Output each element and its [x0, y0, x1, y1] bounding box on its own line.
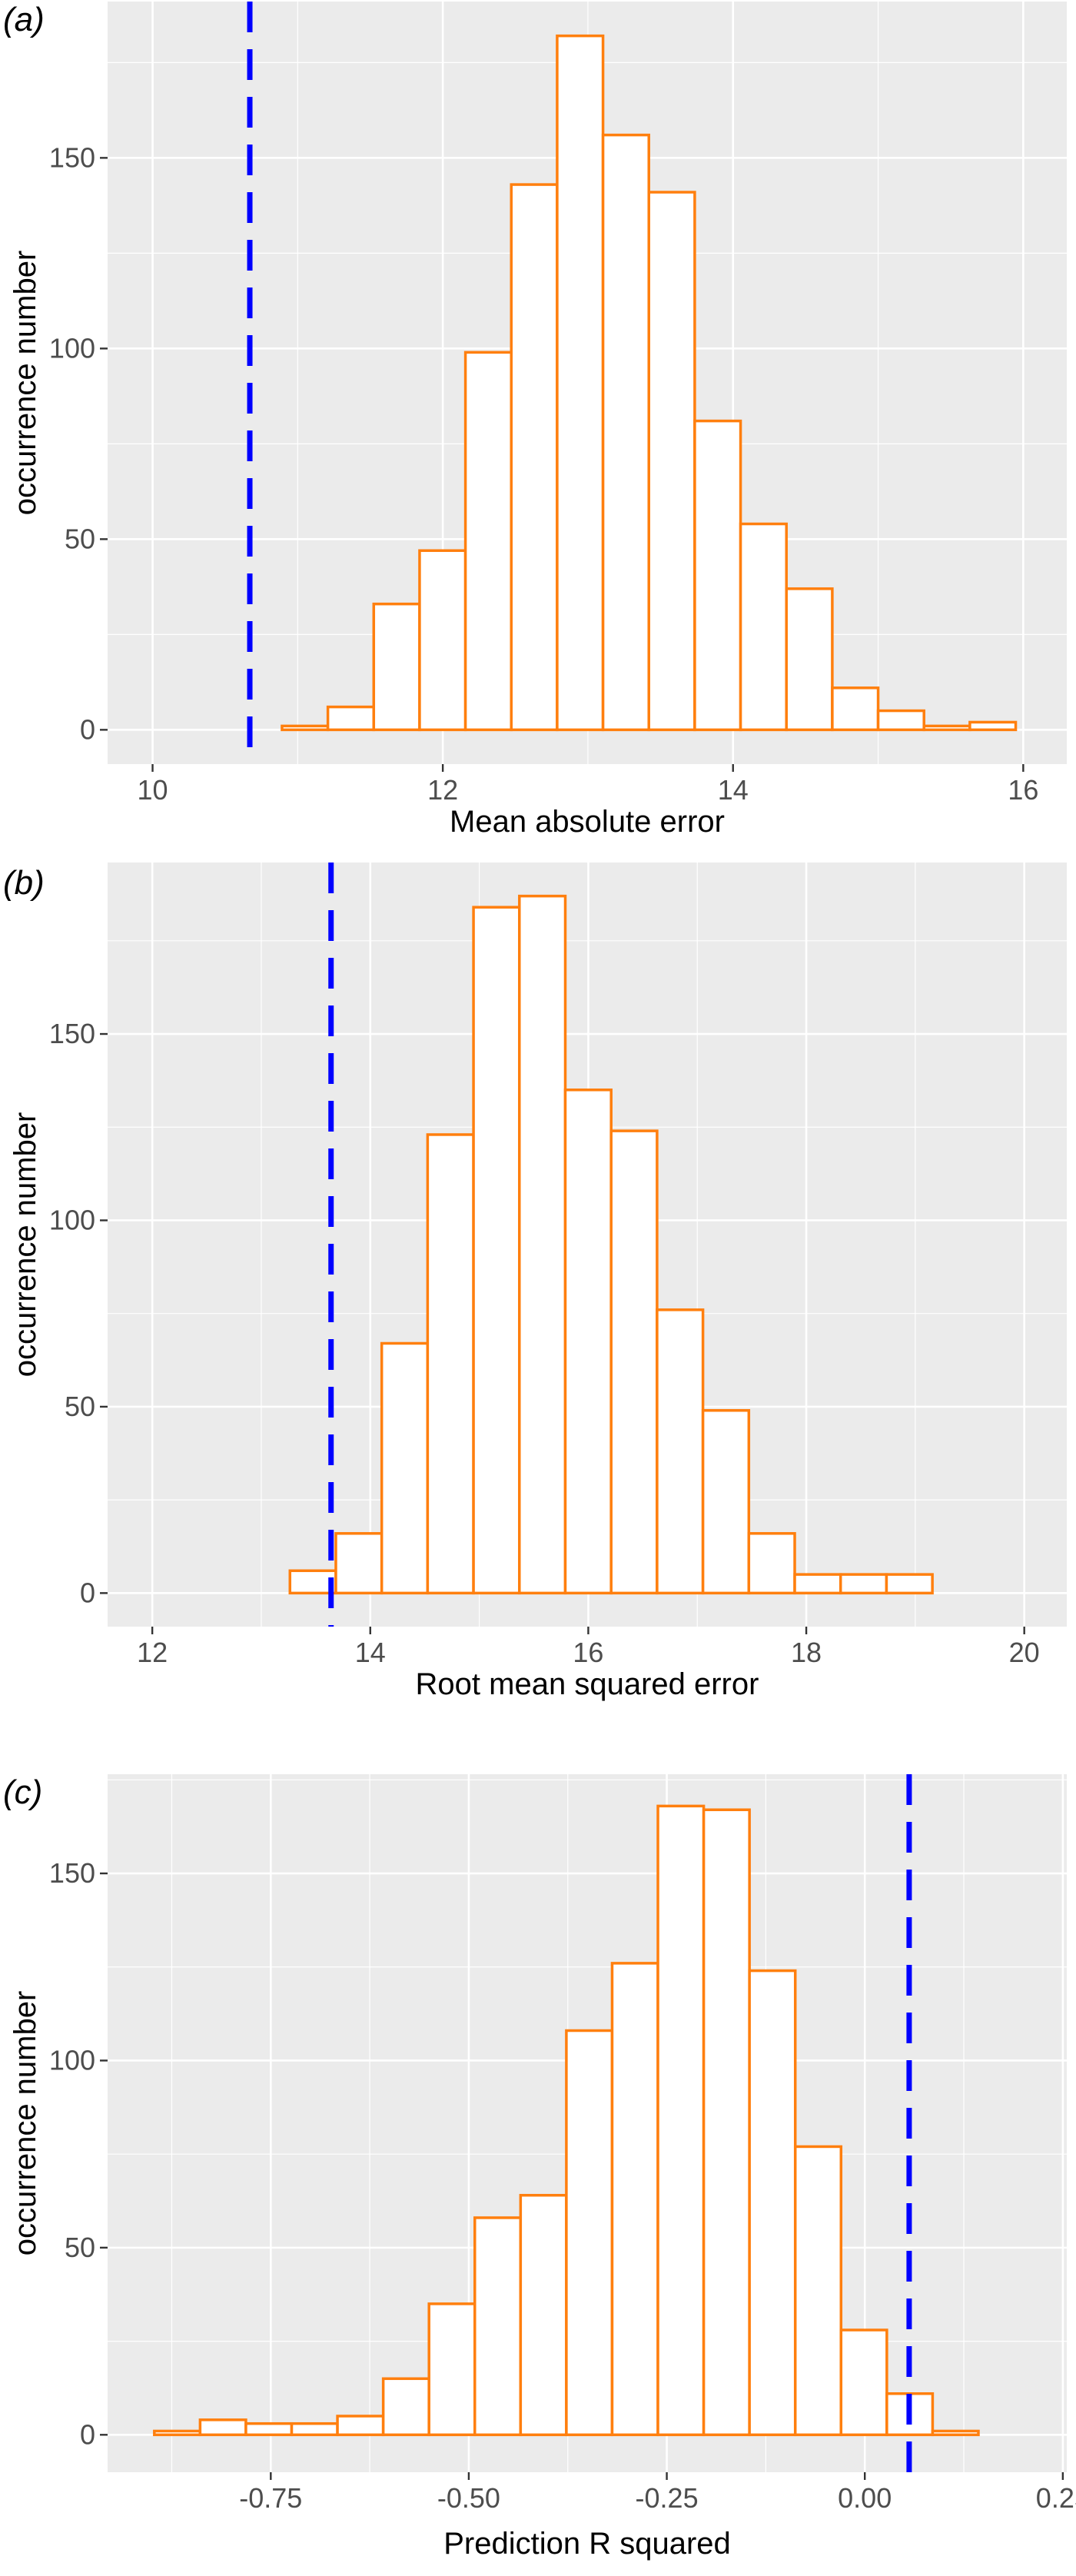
histogram-bar [372, 602, 421, 732]
y-tick-label: 50 [65, 1391, 95, 1422]
histogram-bar [418, 549, 467, 732]
y-tick-label: 150 [49, 141, 95, 173]
histogram-bar [334, 1532, 384, 1595]
histogram-bar [290, 2421, 339, 2437]
histogram-bar [556, 34, 605, 732]
histogram-bar [793, 2145, 843, 2437]
histogram-bar [601, 133, 650, 732]
x-tick-label: -0.25 [636, 2482, 699, 2514]
y-tick-label: 150 [49, 1857, 95, 1889]
histogram-bar [702, 1808, 751, 2437]
histogram-bar [885, 1573, 934, 1595]
y-tick-label: 0 [80, 2418, 95, 2450]
y-axis-title: occurrence number [8, 1991, 42, 2256]
histogram-bar [931, 2429, 980, 2437]
histogram-bar [609, 1129, 659, 1595]
histogram-bar [747, 1532, 796, 1595]
x-tick-label: 14 [718, 774, 749, 806]
x-axis-title: Root mean squared error [416, 1667, 759, 1701]
histogram-bar [785, 587, 834, 732]
histogram-bar [748, 1969, 797, 2437]
histogram-bar [463, 351, 513, 732]
histogram-bar [563, 1089, 613, 1595]
x-tick-label: 0.25 [1036, 2482, 1076, 2514]
histogram-bar [656, 1308, 705, 1595]
histogram-bar [198, 2418, 247, 2437]
x-tick-label: -0.50 [437, 2482, 500, 2514]
y-tick-label: 100 [49, 1204, 95, 1235]
histogram-bar [510, 183, 559, 732]
histogram-bar [565, 2029, 614, 2437]
y-tick-label: 0 [80, 713, 95, 745]
histogram-bar [831, 686, 880, 732]
histogram-bar [380, 1341, 430, 1595]
histogram-bar [793, 1573, 842, 1595]
x-tick-label: -0.75 [239, 2482, 302, 2514]
histogram-bar [427, 2302, 477, 2437]
histogram-bar [288, 1569, 337, 1595]
x-tick-label: 20 [1009, 1637, 1040, 1668]
y-tick-label: 50 [65, 2232, 95, 2263]
histogram-bar [381, 2377, 430, 2437]
x-tick-label: 12 [427, 774, 458, 806]
histogram-bar [839, 2328, 888, 2437]
x-tick-label: 16 [1008, 774, 1038, 806]
x-tick-label: 0.00 [838, 2482, 892, 2514]
x-tick-label: 12 [137, 1637, 168, 1668]
histogram-bar [281, 724, 330, 732]
histogram-bar [922, 724, 971, 732]
histogram-bar [336, 2415, 385, 2437]
y-tick-label: 0 [80, 1577, 95, 1608]
histogram-bar [519, 2193, 568, 2437]
histogram-bar [472, 906, 521, 1595]
x-axis-title: Prediction R squared [443, 2527, 731, 2561]
panel-label: (a) [3, 1, 45, 38]
histogram-bar [693, 419, 742, 732]
histogram-bar [656, 1804, 706, 2437]
panel-c: -0.75 -0.50 -0.25 0.00 0.25 0 50 100 150 (c) Predi… [3, 1773, 1076, 2561]
y-axis-title: occurrence number [8, 251, 42, 516]
histogram-bar [426, 1133, 475, 1595]
histogram-bar [739, 522, 788, 732]
histogram-bar [701, 1409, 751, 1595]
panel-label: (b) [3, 864, 45, 902]
histogram-bar [876, 709, 925, 732]
x-axis-title: Mean absolute error [450, 805, 725, 839]
histogram-bar [610, 1962, 659, 2437]
histogram-bar [968, 720, 1018, 732]
panel-b: 12 14 16 18 20 0 50 100 150 (b) Root mean squared … [3, 863, 1067, 1701]
y-tick-label: 100 [49, 332, 95, 364]
x-tick-label: 14 [355, 1637, 386, 1668]
histogram-bar [473, 2216, 523, 2437]
histogram-bar [244, 2421, 294, 2437]
histogram-bar [153, 2429, 202, 2437]
x-tick-label: 16 [573, 1637, 603, 1668]
histogram-bar [326, 705, 376, 732]
histogram-bar [647, 191, 696, 732]
x-tick-label: 10 [138, 774, 168, 806]
histogram-bar [518, 894, 567, 1595]
histogram-bar [839, 1573, 888, 1595]
panel-a: 10 12 14 16 0 50 100 150 (a) Mean absolute error o… [3, 1, 1067, 839]
panel-label: (c) [3, 1773, 42, 1811]
y-tick-label: 150 [49, 1018, 95, 1049]
y-tick-label: 100 [49, 2044, 95, 2076]
y-axis-title: occurrence number [8, 1112, 42, 1378]
y-tick-label: 50 [65, 523, 95, 554]
x-tick-label: 18 [791, 1637, 822, 1668]
